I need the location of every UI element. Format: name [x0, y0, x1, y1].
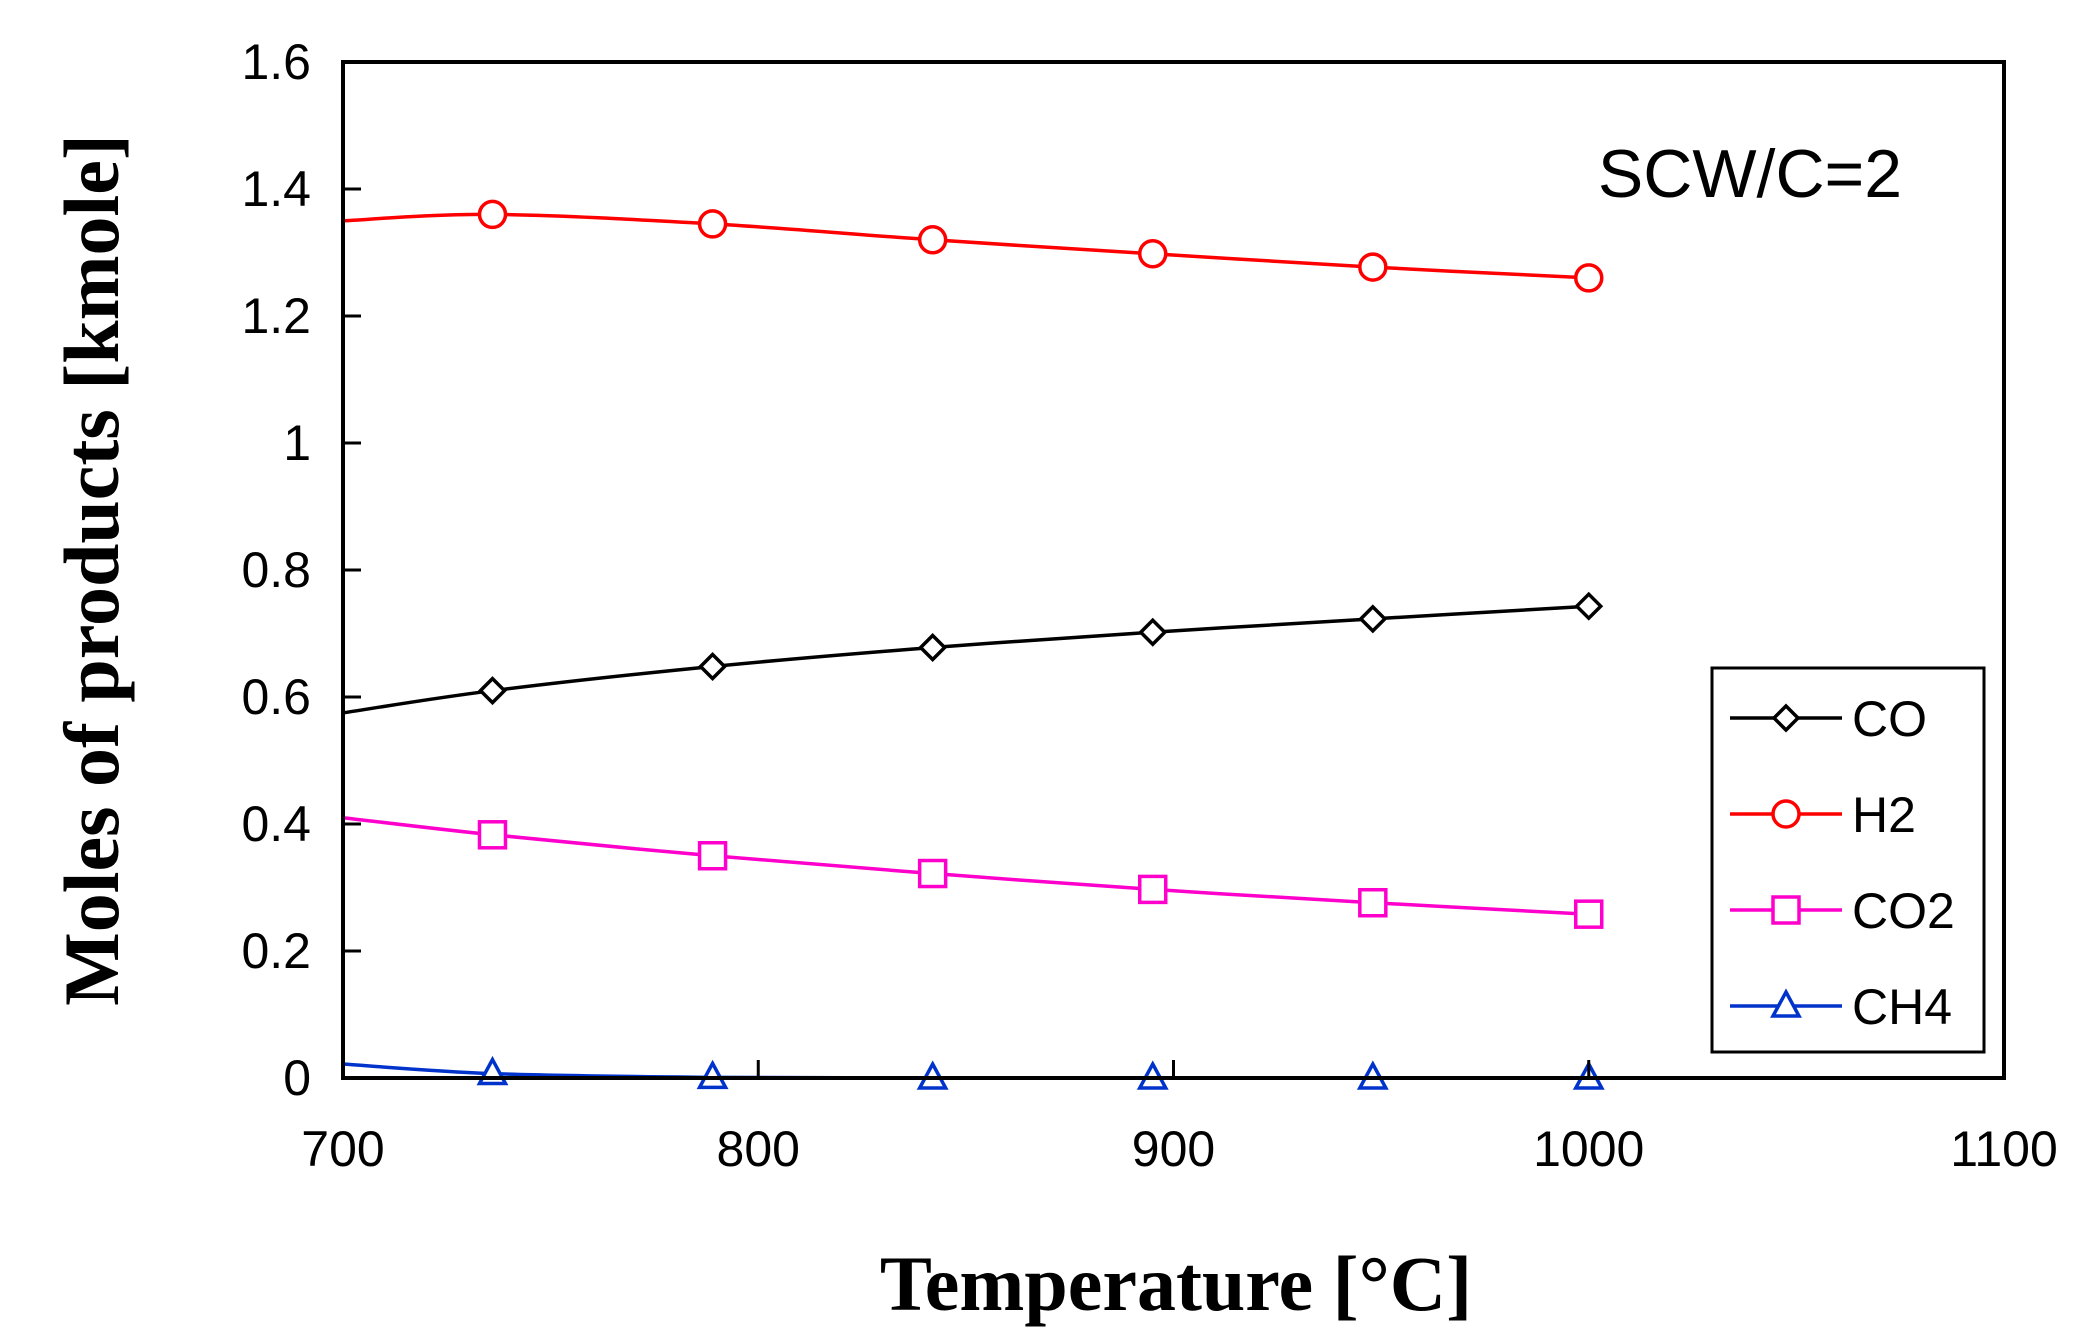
- data-point-co: [698, 652, 728, 681]
- data-point-co2: [1137, 874, 1168, 905]
- y-tick-label: 1.4: [241, 161, 311, 217]
- legend-marker-co2: [1771, 895, 1801, 925]
- legend-label-ch4: CH4: [1852, 979, 1952, 1035]
- legend-box: [1710, 666, 1986, 1054]
- legend-label-h2: H2: [1852, 787, 1916, 843]
- y-tick-label: 0.4: [241, 796, 311, 852]
- x-tick-label: 1100: [1950, 1121, 2058, 1177]
- y-axis-title: Moles of products [kmole]: [48, 134, 135, 1006]
- y-tick-label: 1.6: [241, 34, 311, 90]
- data-point-h2: [1358, 252, 1388, 282]
- legend-label-co: CO: [1852, 691, 1927, 747]
- legend: CO H2 CO2 CH4: [1710, 666, 1986, 1054]
- series-line-co2: [342, 815, 1589, 916]
- data-point-co2: [1358, 887, 1388, 918]
- data-point-co: [478, 676, 507, 706]
- data-point-co: [1574, 591, 1604, 621]
- series-line-h2: [342, 212, 1589, 280]
- x-tick-label: 700: [301, 1121, 384, 1177]
- y-tick-label: 1: [283, 415, 311, 471]
- data-point-co2: [697, 841, 728, 871]
- chart-annotation: SCW/C=2: [1598, 136, 1902, 212]
- data-point-ch4: [696, 1059, 729, 1090]
- y-tick-label: 0.6: [241, 669, 311, 725]
- series-curves: [342, 212, 1589, 1080]
- series-line-co: [342, 604, 1589, 715]
- data-point-h2: [477, 199, 508, 230]
- data-point-co2: [917, 858, 948, 889]
- data-point-h2: [1137, 239, 1168, 269]
- x-tick-label: 800: [717, 1121, 800, 1177]
- data-point-co: [1138, 617, 1168, 647]
- series-line-ch4: [342, 1062, 1589, 1080]
- legend-marker-co: [1771, 703, 1801, 733]
- legend-label-co2: CO2: [1852, 883, 1955, 939]
- y-tick-label: 0.8: [241, 542, 311, 598]
- x-tick-label: 1000: [1533, 1121, 1644, 1177]
- data-point-h2: [1574, 263, 1604, 293]
- data-point-co: [1358, 604, 1388, 634]
- x-tick-label: 900: [1132, 1121, 1215, 1177]
- data-point-co2: [477, 820, 508, 850]
- x-axis-title: Temperature [°C]: [880, 1240, 1472, 1327]
- data-point-h2: [917, 225, 948, 255]
- data-point-co: [918, 632, 948, 662]
- legend-marker-h2: [1771, 799, 1801, 829]
- legend-marker-ch4: [1770, 988, 1802, 1018]
- x-axis-ticks: 700 800 900 1000 1100: [301, 1060, 2058, 1177]
- y-tick-label: 0: [283, 1050, 311, 1106]
- data-point-co2: [1574, 899, 1604, 929]
- series-markers: [476, 199, 1605, 1090]
- data-point-h2: [697, 209, 728, 239]
- y-tick-label: 1.2: [241, 288, 311, 344]
- y-tick-label: 0.2: [241, 923, 311, 979]
- y-axis-ticks: 0 0.2 0.4 0.6 0.8 1 1.2 1.4 1.6: [241, 34, 361, 1106]
